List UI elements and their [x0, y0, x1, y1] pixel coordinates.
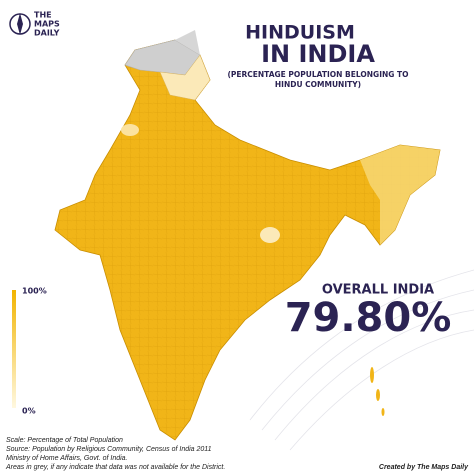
credit: Created by The Maps Daily — [379, 464, 469, 471]
title-line: IN INDIA — [261, 40, 375, 68]
footnote: Ministry of Home Affairs, Govt. of India… — [6, 455, 128, 462]
footnote: Scale: Percentage of Total Population — [6, 437, 123, 444]
title-line: HINDUISM — [245, 22, 355, 44]
overall-label: OVERALL INDIA — [322, 283, 434, 298]
legend-label: 0% — [22, 407, 36, 416]
legend-bar — [12, 290, 16, 408]
subtitle: HINDU COMMUNITY) — [275, 80, 361, 89]
brand-text: MAPS — [34, 20, 60, 29]
brand-logo: THE MAPS DAILY — [9, 11, 60, 38]
subtitle: (PERCENTAGE POPULATION BELONGING TO — [227, 70, 408, 79]
brand-text: THE — [34, 11, 52, 20]
footnote: Areas in grey, if any indicate that data… — [5, 464, 225, 471]
legend-label: 100% — [22, 287, 47, 296]
brand-text: DAILY — [34, 29, 60, 38]
decor-lines — [249, 269, 474, 451]
footnote: Source: Population by Religious Communit… — [6, 446, 212, 453]
overall-value: 79.80% — [285, 295, 452, 341]
india-map — [54, 30, 441, 441]
